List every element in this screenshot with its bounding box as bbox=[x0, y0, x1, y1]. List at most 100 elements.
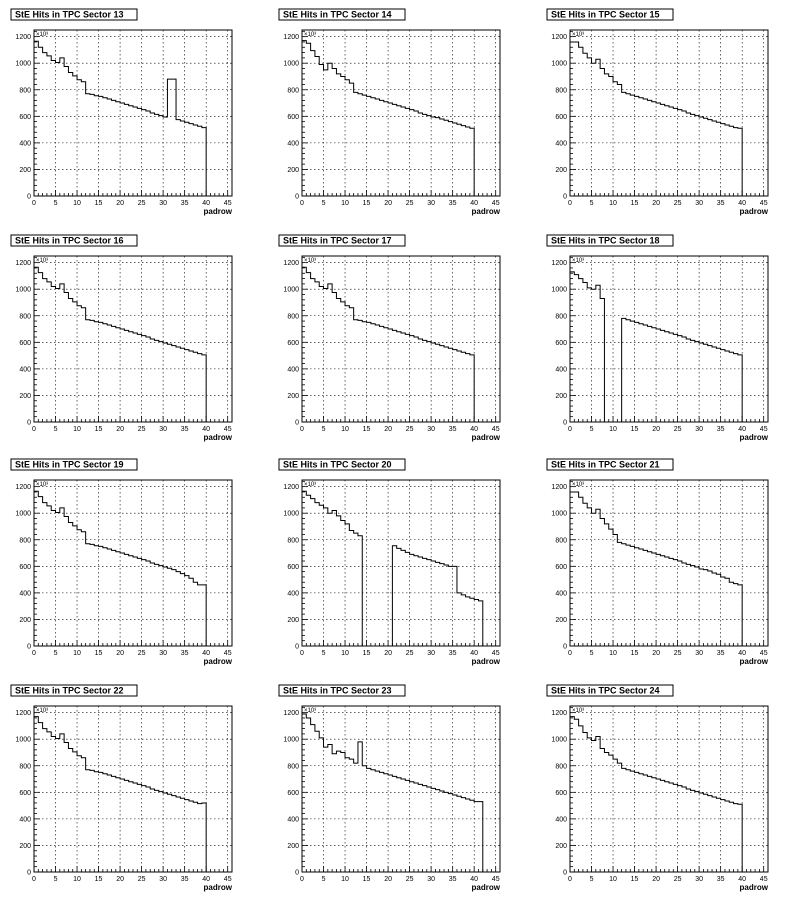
x-tick-label: 30 bbox=[427, 876, 435, 883]
plot-frame bbox=[569, 255, 769, 423]
x-tick-label: 10 bbox=[341, 650, 349, 657]
y-tick-label: 800 bbox=[555, 313, 567, 320]
chart-title: StE Hits in TPC Sector 20 bbox=[283, 460, 392, 470]
x-tick-label: 5 bbox=[54, 426, 58, 433]
x-tick-label: 0 bbox=[300, 426, 304, 433]
x-tick-label: 5 bbox=[590, 200, 594, 207]
histogram-series bbox=[569, 716, 768, 873]
y-tick-label: 600 bbox=[287, 564, 299, 571]
x-tick-label: 10 bbox=[609, 876, 617, 883]
x-tick-label: 35 bbox=[181, 426, 189, 433]
y-exponent-label: ×10³ bbox=[36, 258, 48, 264]
y-tick-label: 400 bbox=[555, 140, 567, 147]
plot-frame bbox=[33, 705, 233, 873]
x-tick-label: 20 bbox=[652, 426, 660, 433]
x-tick-label: 15 bbox=[631, 426, 639, 433]
x-tick-label: 35 bbox=[449, 426, 457, 433]
y-tick-label: 200 bbox=[19, 617, 31, 624]
x-tick-label: 15 bbox=[363, 426, 371, 433]
x-tick-label: 10 bbox=[73, 426, 81, 433]
x-tick-label: 30 bbox=[159, 426, 167, 433]
x-tick-label: 40 bbox=[202, 876, 210, 883]
y-tick-label: 800 bbox=[287, 313, 299, 320]
x-tick-label: 5 bbox=[322, 200, 326, 207]
histogram-series bbox=[569, 41, 768, 197]
title-box bbox=[278, 8, 406, 21]
x-tick-label: 5 bbox=[322, 650, 326, 657]
x-tick-label: 45 bbox=[760, 876, 768, 883]
x-tick-label: 15 bbox=[631, 200, 639, 207]
y-tick-label: 1200 bbox=[15, 260, 31, 267]
x-tick-label: 30 bbox=[159, 200, 167, 207]
x-tick-label: 40 bbox=[470, 426, 478, 433]
y-tick-label: 1000 bbox=[551, 511, 567, 518]
x-tick-label: 25 bbox=[674, 876, 682, 883]
x-tick-label: 30 bbox=[159, 876, 167, 883]
y-tick-label: 0 bbox=[563, 870, 567, 877]
x-tick-label: 40 bbox=[738, 876, 746, 883]
chart-title: StE Hits in TPC Sector 15 bbox=[551, 10, 660, 20]
x-tick-label: 10 bbox=[341, 876, 349, 883]
title-box bbox=[278, 458, 406, 471]
y-exponent-label: ×10³ bbox=[304, 482, 316, 488]
x-tick-label: 10 bbox=[609, 426, 617, 433]
x-tick-label: 45 bbox=[224, 200, 232, 207]
y-exponent-label: ×10³ bbox=[572, 258, 584, 264]
y-exponent-label: ×10³ bbox=[36, 708, 48, 714]
x-tick-label: 30 bbox=[695, 200, 703, 207]
x-tick-label: 5 bbox=[590, 876, 594, 883]
y-tick-label: 400 bbox=[19, 366, 31, 373]
x-axis-title: padrow bbox=[740, 207, 769, 216]
histogram-series bbox=[33, 40, 232, 197]
x-tick-label: 20 bbox=[384, 200, 392, 207]
y-tick-label: 200 bbox=[287, 393, 299, 400]
x-axis-title: padrow bbox=[204, 207, 233, 216]
title-box bbox=[546, 8, 674, 21]
y-tick-label: 200 bbox=[19, 393, 31, 400]
x-tick-label: 30 bbox=[695, 650, 703, 657]
y-tick-label: 800 bbox=[287, 763, 299, 770]
x-axis-title: padrow bbox=[472, 207, 501, 216]
y-tick-label: 200 bbox=[287, 167, 299, 174]
y-tick-label: 0 bbox=[27, 644, 31, 651]
y-tick-label: 600 bbox=[287, 790, 299, 797]
x-tick-label: 15 bbox=[95, 876, 103, 883]
histogram-series bbox=[569, 271, 768, 423]
y-tick-label: 0 bbox=[295, 644, 299, 651]
x-tick-label: 45 bbox=[760, 650, 768, 657]
x-tick-label: 35 bbox=[181, 650, 189, 657]
y-tick-label: 0 bbox=[27, 870, 31, 877]
x-tick-label: 15 bbox=[363, 200, 371, 207]
x-tick-label: 35 bbox=[449, 200, 457, 207]
y-tick-label: 200 bbox=[555, 167, 567, 174]
y-tick-label: 200 bbox=[555, 393, 567, 400]
x-tick-label: 40 bbox=[202, 426, 210, 433]
x-axis-title: padrow bbox=[740, 883, 769, 892]
x-tick-label: 15 bbox=[631, 650, 639, 657]
y-tick-label: 1000 bbox=[551, 737, 567, 744]
x-tick-label: 15 bbox=[363, 876, 371, 883]
y-tick-label: 400 bbox=[19, 140, 31, 147]
x-tick-label: 40 bbox=[738, 650, 746, 657]
plot-frame bbox=[33, 255, 233, 423]
title-box bbox=[10, 8, 138, 21]
y-exponent-label: ×10³ bbox=[572, 482, 584, 488]
x-tick-label: 30 bbox=[695, 426, 703, 433]
x-tick-label: 30 bbox=[427, 650, 435, 657]
x-tick-label: 15 bbox=[95, 200, 103, 207]
chart-title: StE Hits in TPC Sector 17 bbox=[283, 236, 392, 246]
y-exponent-label: ×10³ bbox=[572, 32, 584, 38]
x-tick-label: 45 bbox=[492, 200, 500, 207]
plot-frame bbox=[301, 255, 501, 423]
y-tick-label: 1000 bbox=[551, 287, 567, 294]
x-tick-label: 0 bbox=[32, 200, 36, 207]
x-tick-label: 0 bbox=[32, 650, 36, 657]
x-tick-label: 0 bbox=[32, 876, 36, 883]
y-tick-label: 1200 bbox=[551, 710, 567, 717]
x-tick-label: 40 bbox=[738, 426, 746, 433]
y-tick-label: 400 bbox=[555, 816, 567, 823]
